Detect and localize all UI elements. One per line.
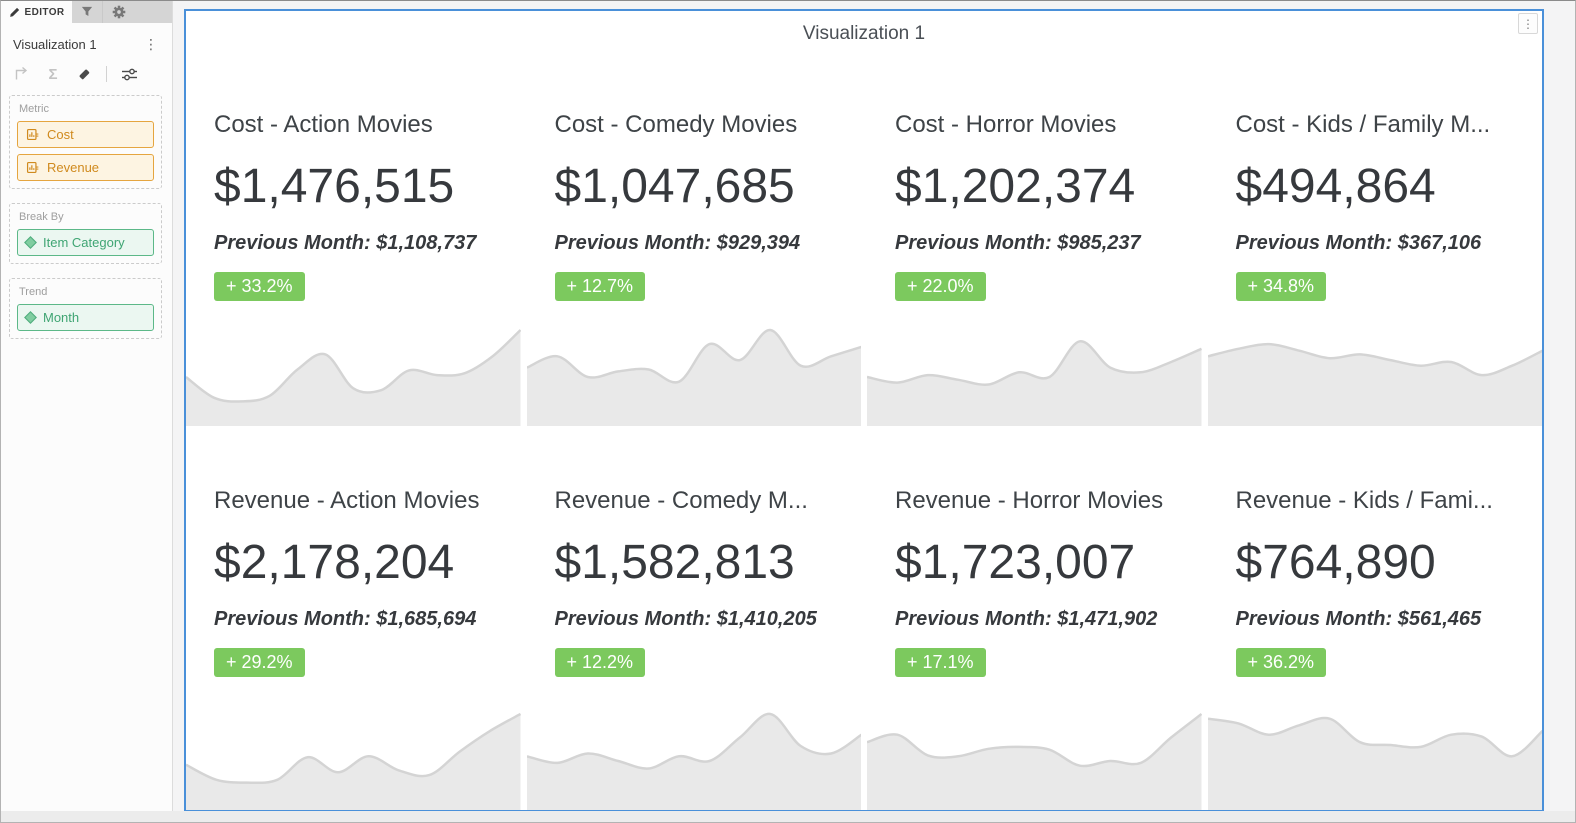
tab-editor[interactable]: EDITOR <box>1 1 72 23</box>
kpi-card-cost-action: Cost - Action Movies $1,476,515 Previous… <box>186 59 521 435</box>
filter-icon <box>81 6 93 18</box>
visualization-menu-button[interactable]: ⋮ <box>1518 13 1538 34</box>
kpi-sparkline <box>526 712 861 810</box>
kpi-previous: Previous Month: $1,108,737 <box>214 232 477 254</box>
tab-filter[interactable] <box>72 1 103 23</box>
main-canvas: Visualization 1 ⋮ Cost - Action Movies $… <box>173 1 1575 822</box>
kpi-sparkline <box>867 713 1202 810</box>
kpi-card-cost-comedy: Cost - Comedy Movies $1,047,685 Previous… <box>526 59 861 435</box>
editor-panel: EDITOR Visu <box>1 1 173 813</box>
kpi-change-badge: + 12.7% <box>554 272 646 301</box>
attribute-diamond-icon <box>24 311 37 324</box>
kpi-card-revenue-action: Revenue - Action Movies $2,178,204 Previ… <box>186 434 521 810</box>
metric-icon <box>26 128 39 141</box>
kpi-previous: Previous Month: $1,685,694 <box>214 607 477 630</box>
kpi-sparkline <box>186 328 521 426</box>
metric-dropzone[interactable]: Metric Cost Revenue <box>9 95 162 189</box>
kpi-value: $1,723,007 <box>895 535 1136 589</box>
kpi-value: $2,178,204 <box>214 535 455 589</box>
trend-dropzone-label: Trend <box>19 286 48 298</box>
gear-icon <box>112 5 126 19</box>
editor-toolbar: Σ <box>1 57 172 95</box>
kpi-previous: Previous Month: $1,410,205 <box>554 607 817 630</box>
kpi-value: $1,047,685 <box>554 160 795 213</box>
kpi-card-cost-horror: Cost - Horror Movies $1,202,374 Previous… <box>867 59 1202 435</box>
kpi-change-badge: + 22.0% <box>895 272 986 301</box>
metric-pill-label: Revenue <box>47 160 100 175</box>
visualization-container[interactable]: Visualization 1 ⋮ Cost - Action Movies $… <box>184 9 1544 812</box>
kpi-title: Cost - Comedy Movies <box>554 111 798 138</box>
visualization-title: Visualization 1 <box>802 23 926 44</box>
sigma-icon: Σ <box>48 65 58 83</box>
trend-dropzone[interactable]: Trend Month <box>9 278 162 339</box>
trend-pill-month[interactable]: Month <box>17 304 154 331</box>
kpi-title: Cost - Action Movies <box>214 111 433 138</box>
kpi-previous: Previous Month: $929,394 <box>554 232 801 254</box>
metric-pill-revenue[interactable]: Revenue <box>17 154 154 181</box>
kpi-previous: Previous Month: $1,471,902 <box>895 607 1158 630</box>
kpi-title: Revenue - Action Movies <box>214 486 480 514</box>
kpi-previous: Previous Month: $985,237 <box>895 232 1141 254</box>
axis-swap-button[interactable] <box>13 65 31 83</box>
kpi-sparkline <box>1207 716 1542 810</box>
metric-pill-cost[interactable]: Cost <box>17 121 154 148</box>
tab-settings[interactable] <box>103 1 134 23</box>
kpi-title: Revenue - Kids / Fami... <box>1235 486 1493 514</box>
kpi-value: $1,476,515 <box>214 160 455 213</box>
format-button[interactable] <box>120 65 138 83</box>
toolbar-divider <box>106 66 107 82</box>
kpi-sparkline <box>526 328 861 426</box>
sliders-icon <box>121 67 138 82</box>
corner-arrow-icon <box>14 66 30 82</box>
kpi-sparkline <box>867 339 1202 426</box>
kpi-previous: Previous Month: $561,465 <box>1235 607 1482 630</box>
attribute-diamond-icon <box>24 236 37 249</box>
kpi-card-revenue-kids-family: Revenue - Kids / Fami... $764,890 Previo… <box>1207 434 1542 810</box>
kpi-title: Cost - Kids / Family M... <box>1235 111 1491 138</box>
break-by-pill-item-category[interactable]: Item Category <box>17 229 154 256</box>
kpi-title: Revenue - Horror Movies <box>895 486 1164 514</box>
kpi-change-badge: + 33.2% <box>214 272 305 301</box>
kpi-title: Cost - Horror Movies <box>895 111 1117 138</box>
kpi-value: $494,864 <box>1235 160 1436 213</box>
metric-dropzone-label: Metric <box>19 103 49 115</box>
kpi-value: $764,890 <box>1235 535 1436 589</box>
kpi-title: Revenue - Comedy M... <box>554 486 808 514</box>
kpi-card-revenue-horror: Revenue - Horror Movies $1,723,007 Previ… <box>867 434 1202 810</box>
kpi-sparkline <box>186 712 521 810</box>
pencil-icon <box>9 7 20 18</box>
kpi-value: $1,202,374 <box>895 160 1136 213</box>
kpi-change-badge: + 36.2% <box>1235 647 1327 677</box>
attribute-pill-label: Month <box>43 310 80 325</box>
window-bottom-edge <box>1 811 1575 822</box>
panel-title: Visualization 1 <box>13 36 97 52</box>
totals-button[interactable]: Σ <box>44 65 62 83</box>
eraser-icon <box>76 66 92 82</box>
tab-editor-label: EDITOR <box>24 6 65 18</box>
kpi-grid: Cost - Action Movies $1,476,515 Previous… <box>186 59 1542 810</box>
metric-icon <box>26 161 39 174</box>
kpi-card-cost-kids-family: Cost - Kids / Family M... $494,864 Previ… <box>1207 59 1542 435</box>
kpi-previous: Previous Month: $367,106 <box>1235 232 1482 254</box>
kebab-icon: ⋮ <box>1522 16 1534 31</box>
kpi-change-badge: + 17.1% <box>895 647 986 677</box>
panel-menu-button[interactable]: ⋮ <box>144 36 158 52</box>
kpi-card-revenue-comedy: Revenue - Comedy M... $1,582,813 Previou… <box>526 434 861 810</box>
kpi-change-badge: + 34.8% <box>1235 272 1327 301</box>
kpi-change-badge: + 29.2% <box>214 647 305 677</box>
editor-tabbar: EDITOR <box>1 1 172 23</box>
kpi-change-badge: + 12.2% <box>554 647 646 677</box>
break-by-dropzone-label: Break By <box>19 211 64 223</box>
kpi-value: $1,582,813 <box>554 535 795 589</box>
break-by-dropzone[interactable]: Break By Item Category <box>9 203 162 264</box>
metric-pill-label: Cost <box>47 127 74 142</box>
clear-button[interactable] <box>75 65 93 83</box>
attribute-pill-label: Item Category <box>43 235 125 250</box>
kpi-sparkline <box>1207 342 1542 426</box>
